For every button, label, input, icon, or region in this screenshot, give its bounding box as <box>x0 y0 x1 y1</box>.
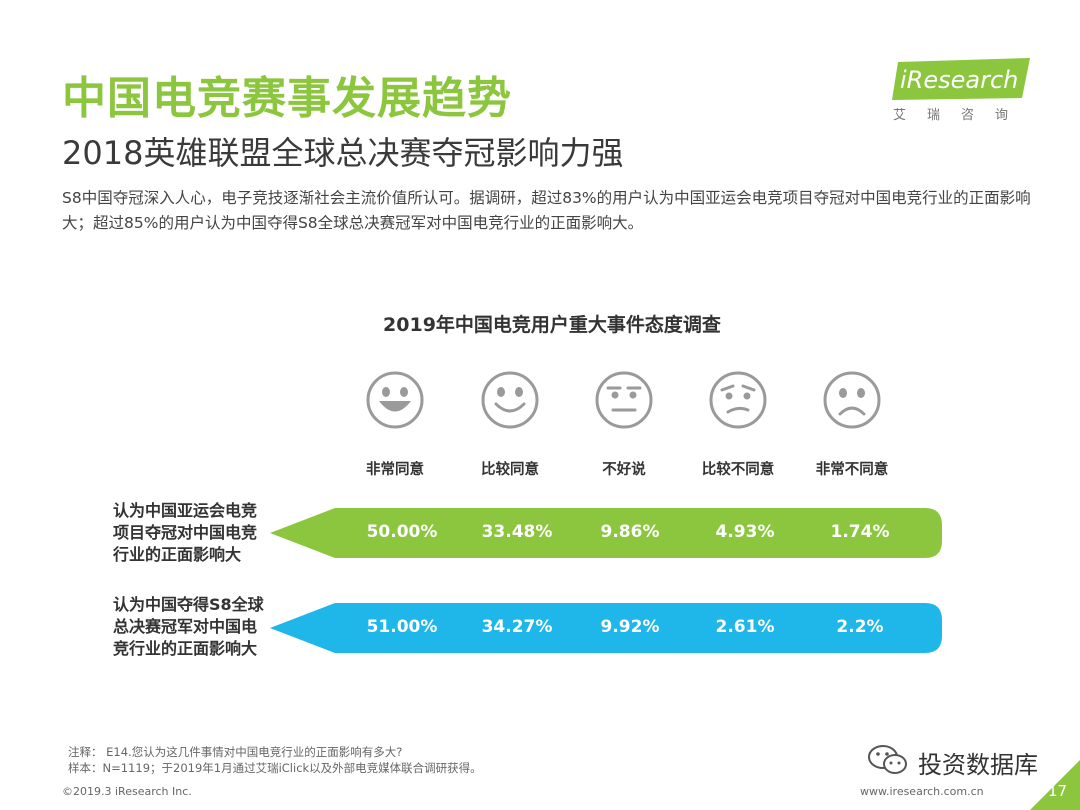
blue-row-bar <box>270 603 942 653</box>
neutral-face-icon <box>595 371 653 429</box>
iresearch-logo <box>892 58 1030 100</box>
value-label: 2.61% <box>715 617 775 637</box>
value-label: 50.00% <box>366 522 438 542</box>
value-label: 2.2% <box>836 617 884 637</box>
category-label-strongly-agree: 非常同意 <box>366 462 424 478</box>
category-label-disagree: 比较不同意 <box>701 462 775 478</box>
row-label-line: 项目夺冠对中国电竞 <box>113 523 258 542</box>
sad-face-icon <box>823 371 881 429</box>
row-label-line: 行业的正面影响大 <box>113 545 242 564</box>
copyright-text: ©2019.3 iResearch Inc. <box>62 785 192 798</box>
watermark-text: 投资数据库 <box>918 751 1038 779</box>
wechat-icon <box>868 745 907 774</box>
row-label-s8-final: 认为中国夺得S8全球 总决赛冠军对中国电 竞行业的正面影响大 <box>113 594 303 660</box>
row-label-line: 认为中国夺得S8全球 <box>113 595 264 614</box>
green-row-bar <box>270 508 942 558</box>
value-label: 9.92% <box>600 617 660 637</box>
row-label-line: 竞行业的正面影响大 <box>113 639 258 658</box>
footnote-question: 注释： E14.您认为这几件事情对中国电竞行业的正面影响有多大? <box>68 745 403 759</box>
chart-title: 2019年中国电竞用户重大事件态度调查 <box>383 314 721 336</box>
value-label: 33.48% <box>481 522 553 542</box>
row-label-line: 总决赛冠军对中国电 <box>113 617 258 636</box>
category-label-neutral: 不好说 <box>602 462 646 478</box>
value-label: 9.86% <box>600 522 660 542</box>
very-happy-face-icon <box>366 371 424 429</box>
row-label-asian-games: 认为中国亚运会电竞 项目夺冠对中国电竞 行业的正面影响大 <box>113 500 303 566</box>
category-label-agree: 比较同意 <box>481 462 539 478</box>
row-label-line: 认为中国亚运会电竞 <box>113 501 258 520</box>
value-label: 1.74% <box>830 522 890 542</box>
description-text: S8中国夺冠深入人心，电子竞技逐渐社会主流价值所认可。据调研，超过83%的用户认… <box>62 189 1031 232</box>
logo-brand: iResearch <box>900 66 1019 94</box>
category-label-strongly-disagree: 非常不同意 <box>815 462 889 478</box>
page-title: 中国电竞赛事发展趋势 <box>62 73 512 124</box>
worried-face-icon <box>709 371 767 429</box>
website-text: www.iresearch.com.cn <box>860 785 984 798</box>
logo-subtitle: 艾瑞咨询 <box>893 108 1030 123</box>
page-corner-shape <box>1030 760 1080 810</box>
footnote-sample: 样本：N=1119；于2019年1月通过艾瑞iClick以及外部电竞媒体联合调研… <box>68 761 482 775</box>
page-subtitle: 2018英雄联盟全球总决赛夺冠影响力强 <box>62 134 624 172</box>
value-label: 34.27% <box>481 617 553 637</box>
value-label: 51.00% <box>366 617 438 637</box>
page-number: 17 <box>1048 782 1068 800</box>
smile-face-icon <box>481 371 539 429</box>
value-label: 4.93% <box>715 522 775 542</box>
